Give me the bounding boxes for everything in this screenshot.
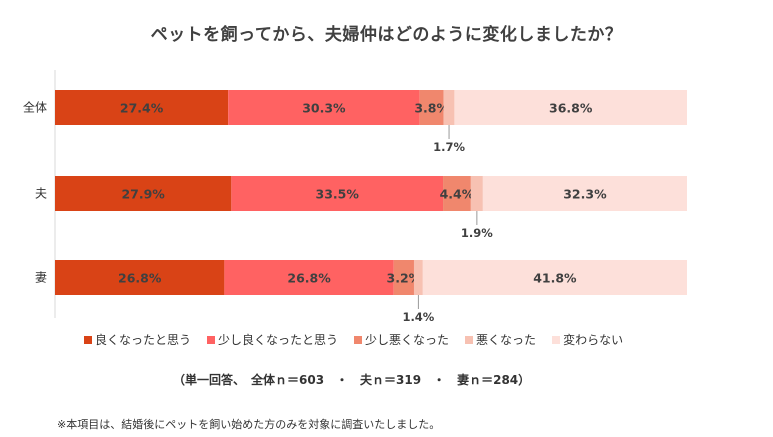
bar-segment	[443, 90, 455, 125]
data-label: 1.4%	[402, 310, 434, 324]
category-label: 全体	[23, 100, 47, 115]
stacked-bar-chart: 全体 27.4% 30.3% 3.8% 1.7% 36.8% 夫 27.9% 33.5% 4.4%…	[23, 70, 687, 324]
bar-segment	[443, 176, 471, 211]
bar-segment	[422, 260, 687, 295]
bar-segment	[393, 260, 414, 295]
legend-label: 良くなったと思う	[95, 333, 192, 347]
bar-segment	[55, 260, 225, 295]
legend-label: 悪くなった	[476, 333, 537, 347]
legend-swatch	[354, 335, 363, 344]
footnote: ※本項目は、結婚後にペットを飼い始めた方のみを対象に調査いたしました。	[57, 418, 441, 431]
data-label: 3.2%	[387, 271, 422, 286]
data-label: 41.8%	[533, 271, 577, 286]
legend-label: 変わらない	[563, 333, 624, 347]
legend-swatch	[84, 335, 92, 344]
legend-item: 悪くなった	[465, 331, 536, 348]
data-label: 32.3%	[563, 187, 607, 202]
data-label: 26.8%	[287, 271, 331, 286]
data-label: 27.4%	[120, 101, 164, 116]
bar-segment	[228, 90, 420, 125]
data-label: 26.8%	[118, 271, 162, 286]
bar-segment	[224, 260, 394, 295]
legend-item: 少し悪くなった	[354, 331, 449, 348]
sample-size-note: （単一回答、 全体ｎ＝603 ・ 夫ｎ＝319 ・ 妻ｎ＝284）	[173, 373, 531, 387]
bar-segment	[454, 90, 687, 125]
chart-title: ペットを飼ってから、夫婦仲はどのように変化しましたか？	[150, 25, 623, 45]
bar-segment	[413, 260, 423, 295]
data-label: 1.9%	[461, 226, 493, 240]
data-label: 33.5%	[316, 187, 360, 202]
legend-label: 少し良くなったと思う	[218, 333, 339, 347]
category-label: 夫	[35, 187, 47, 201]
bar-segment	[470, 176, 483, 211]
bar-segment	[55, 176, 232, 211]
legend-item: 少し良くなったと思う	[207, 331, 338, 348]
bar-segment	[231, 176, 444, 211]
data-label: 1.7%	[433, 140, 465, 154]
bar-segment	[55, 90, 229, 125]
bar-segment	[482, 176, 687, 211]
data-label: 27.9%	[121, 187, 165, 202]
data-label: 30.3%	[302, 101, 346, 116]
legend-swatch	[552, 335, 561, 344]
data-label: 36.8%	[549, 101, 593, 116]
legend-swatch	[207, 335, 216, 344]
data-label: 3.8%	[414, 101, 449, 116]
legend-item: 良くなったと思う	[84, 331, 191, 348]
data-label: 4.4%	[440, 187, 475, 202]
category-label: 妻	[35, 271, 47, 285]
chart-legend: 良くなったと思う 少し良くなったと思う 少し悪くなった 悪くなった 変わらない	[84, 331, 623, 348]
legend-item: 変わらない	[552, 331, 623, 348]
legend-swatch	[465, 335, 474, 344]
bar-segment	[419, 90, 444, 125]
legend-label: 少し悪くなった	[365, 333, 450, 347]
